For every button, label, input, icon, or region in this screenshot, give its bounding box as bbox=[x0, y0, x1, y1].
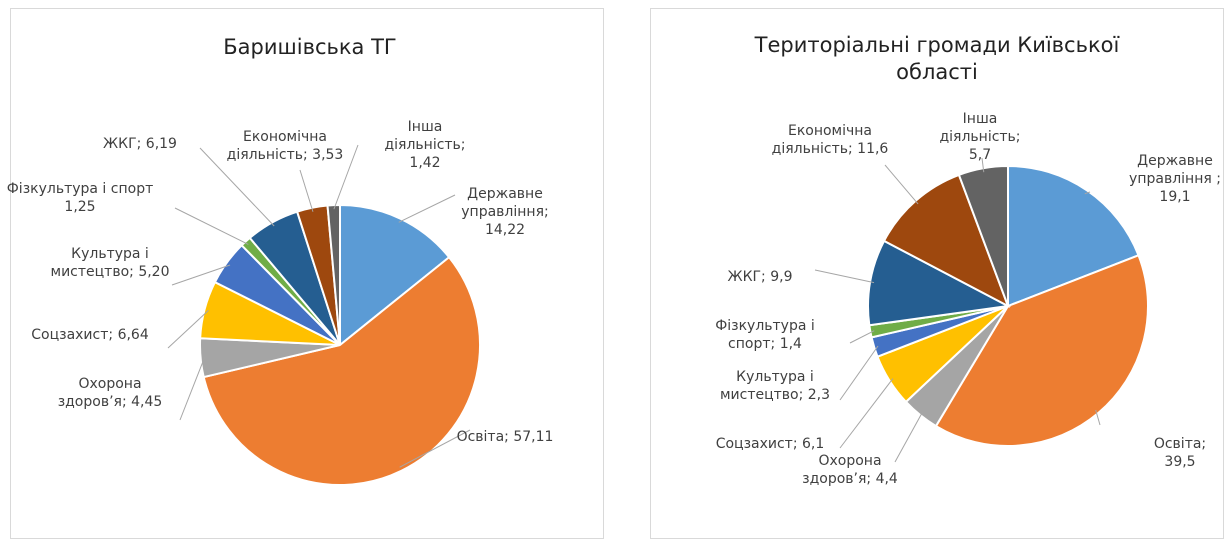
slice-value: 14,22 bbox=[484, 222, 526, 238]
slice-value: 1,25 bbox=[64, 199, 96, 215]
leader-line bbox=[814, 269, 875, 284]
leader-line bbox=[1095, 409, 1101, 426]
pie-slice bbox=[1007, 164, 1140, 308]
slice-value: 3,53 bbox=[312, 147, 344, 163]
leader-line bbox=[839, 378, 894, 449]
slice-name: Економічна діяльність; bbox=[771, 123, 873, 157]
slice-name: Інша діяльність; bbox=[384, 119, 466, 153]
slice-name: Освіта; bbox=[1153, 436, 1207, 452]
data-label: Соцзахист; 6,1 bbox=[695, 435, 845, 453]
leader-line bbox=[399, 429, 471, 468]
chart-title: Територіальні громади Київської області bbox=[712, 32, 1162, 86]
slice-name: Державне управління; bbox=[461, 186, 549, 220]
leader-line bbox=[849, 330, 875, 344]
leader-line bbox=[894, 411, 924, 463]
data-label: Економічна діяльність; 3,53 bbox=[225, 128, 345, 164]
data-label: Інша діяльність; 5,7 bbox=[930, 110, 1030, 164]
slice-name: Соцзахист; bbox=[715, 436, 798, 452]
leader-line bbox=[884, 164, 919, 205]
slice-value: 9,9 bbox=[770, 269, 793, 285]
slice-value: ; 19,1 bbox=[1159, 171, 1221, 205]
slice-value: 5,20 bbox=[138, 264, 170, 280]
chart-title-text: Територіальні громади Київської області bbox=[754, 33, 1120, 84]
leader-line bbox=[1084, 191, 1091, 195]
slice-value: 5,7 bbox=[968, 147, 992, 163]
leader-line bbox=[174, 207, 249, 245]
leader-line bbox=[171, 264, 231, 286]
data-label: Інша діяльність; 1,42 bbox=[375, 118, 475, 172]
slice-value: 39,5 bbox=[1164, 454, 1196, 470]
leader-line bbox=[199, 147, 275, 227]
data-label: Соцзахист; 6,64 bbox=[5, 326, 175, 344]
data-label: Охорона здоров’я; 4,45 bbox=[45, 375, 175, 411]
chart-title: Баришівська ТГ bbox=[110, 34, 510, 61]
pie-slice bbox=[934, 253, 1149, 447]
slice-value: 2,3 bbox=[807, 387, 831, 403]
slice-name: Охорона здоров’я; bbox=[802, 453, 882, 487]
data-label: Культура і мистецтво; 5,20 bbox=[35, 245, 185, 281]
slice-name: Фізкультура і спорт bbox=[6, 181, 154, 197]
slice-name: Інша діяльність; bbox=[939, 111, 1021, 145]
chart-title-text: Баришівська ТГ bbox=[223, 35, 397, 59]
slice-name: Економічна діяльність; bbox=[226, 129, 328, 163]
data-label: ЖКГ; 6,19 bbox=[70, 135, 210, 153]
slice-value: 1,42 bbox=[409, 155, 441, 171]
pie-slice bbox=[202, 255, 481, 486]
slice-value: 11,6 bbox=[857, 141, 889, 157]
slice-name: Освіта; bbox=[456, 429, 509, 445]
pie-slice bbox=[326, 203, 341, 346]
leader-line bbox=[839, 345, 879, 401]
data-label: Економічна діяльність; 11,6 bbox=[770, 122, 890, 158]
slice-name: Культура і мистецтво; bbox=[50, 246, 149, 280]
slice-value: 6,19 bbox=[145, 136, 177, 152]
data-label: Освіта; 39,5 bbox=[1140, 435, 1220, 471]
pie-slice bbox=[339, 203, 451, 348]
data-label: Фізкультура і спорт; 1,4 bbox=[690, 317, 840, 353]
slice-name: ЖКГ; bbox=[103, 136, 142, 152]
slice-name: Охорона здоров’я; bbox=[57, 376, 142, 410]
data-label: Фізкультура і спорт 1,25 bbox=[5, 180, 155, 216]
slice-value: 1,4 bbox=[779, 336, 802, 352]
leader-line bbox=[981, 157, 985, 173]
slice-name: Культура і мистецтво; bbox=[719, 369, 814, 403]
leader-line bbox=[299, 169, 314, 212]
leader-line bbox=[179, 357, 206, 421]
slice-name: ЖКГ; bbox=[727, 269, 766, 285]
leader-line bbox=[167, 310, 209, 349]
data-label: Державне управління ; 19,1 bbox=[1125, 152, 1225, 206]
leader-line bbox=[398, 194, 456, 223]
slice-value: 4,45 bbox=[131, 394, 163, 410]
data-label: Охорона здоров’я; 4,4 bbox=[790, 452, 910, 488]
slice-name: Фізкультура і спорт; bbox=[715, 318, 815, 352]
data-label: Освіта; 57,11 bbox=[455, 428, 555, 446]
slice-value: 57,11 bbox=[513, 429, 554, 445]
slice-value: 6,1 bbox=[802, 436, 825, 452]
slice-name: Соцзахист; bbox=[31, 327, 114, 343]
slice-value: 4,4 bbox=[875, 471, 898, 487]
slice-value: 6,64 bbox=[117, 327, 149, 343]
data-label: Культура і мистецтво; 2,3 bbox=[700, 368, 850, 404]
slice-name: Державне управління bbox=[1129, 153, 1213, 187]
leader-line bbox=[333, 144, 359, 210]
data-label: ЖКГ; 9,9 bbox=[710, 268, 810, 286]
data-label: Державне управління; 14,22 bbox=[450, 185, 560, 239]
